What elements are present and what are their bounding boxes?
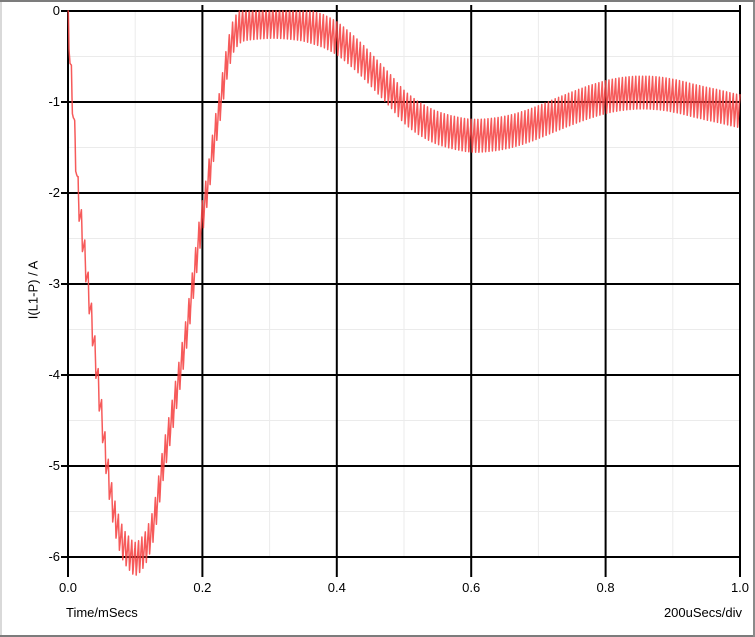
x-axis-title: Time/mSecs <box>66 605 138 620</box>
y-axis-title: I(L1-P) / A <box>25 260 41 320</box>
y-tick-label: 0 <box>52 3 60 18</box>
x-tick-label: 0.8 <box>596 580 615 595</box>
y-tick-label: -1 <box>48 94 60 109</box>
y-tick-label: -5 <box>48 458 60 473</box>
x-scale-per-div-label: 200uSecs/div <box>663 605 742 620</box>
x-tick-label: 1.0 <box>730 580 750 595</box>
y-tick-label: -3 <box>48 276 60 291</box>
y-tick-label: -2 <box>48 185 60 200</box>
x-tick-label: 0.0 <box>58 580 78 595</box>
x-tick-label: 0.4 <box>327 580 346 595</box>
x-tick-label: 0.2 <box>193 580 212 595</box>
x-tick-label: 0.6 <box>462 580 481 595</box>
y-tick-label: -6 <box>48 549 60 564</box>
y-tick-label: -4 <box>48 367 60 382</box>
